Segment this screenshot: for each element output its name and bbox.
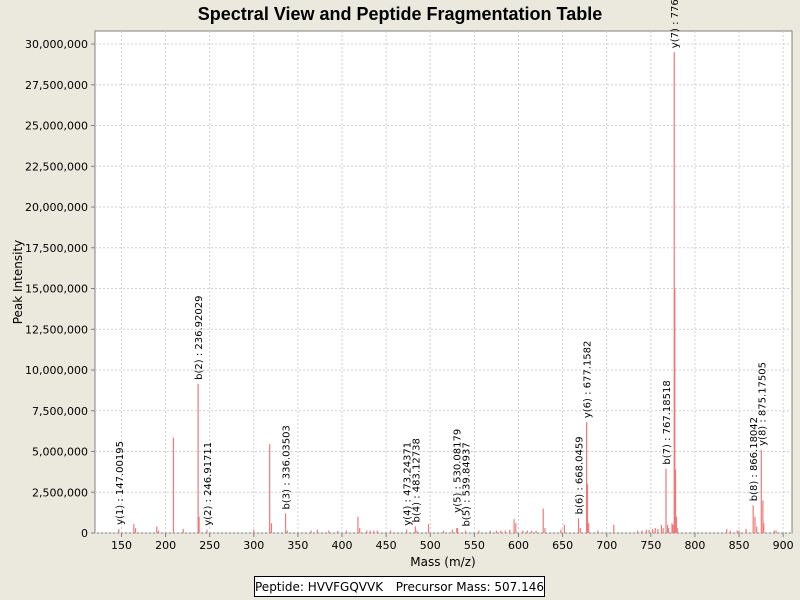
x-tick-label: 500: [420, 539, 441, 552]
precursor-mass-label: Precursor Mass: 507.146: [395, 579, 544, 594]
x-axis-label: Mass (m/z): [410, 555, 475, 569]
y-axis-label: Peak Intensity: [11, 240, 25, 325]
y-tick-label: 12,500,000: [25, 323, 88, 336]
peak-annotations: y(1) : 147.00195 b(2) : 236.92029 y(2) : 2…: [115, 0, 768, 527]
x-tick-label: 400: [332, 539, 353, 552]
x-tick-label: 650: [552, 539, 573, 552]
x-tick-label: 700: [596, 539, 617, 552]
peak-bars: [118, 52, 777, 533]
y-tick-label: 7,500,000: [32, 405, 88, 418]
y-tick-label: 25,000,000: [25, 120, 88, 133]
peak-annotation-label: y(4) : 473.24371: [403, 442, 414, 526]
peptide-info-box: Peptide: HVVFGQVVK Precursor Mass: 507.14…: [254, 576, 545, 597]
peak-annotation-label: b(2) : 236.92029: [194, 296, 205, 380]
peak-annotation-label: b(7) : 767.18518: [662, 380, 673, 464]
peak-annotation-label: b(6) : 668.0459: [574, 436, 585, 514]
peak-annotation-label: y(5) : 530.08179: [453, 429, 464, 513]
y-tick-label: 0: [81, 527, 88, 540]
peak-annotation-label: b(3) : 336.03503: [282, 425, 293, 509]
x-tick-label: 800: [684, 539, 705, 552]
y-tick-label: 15,000,000: [25, 283, 88, 296]
x-tick-label: 550: [464, 539, 485, 552]
x-tick-label: 250: [199, 539, 220, 552]
x-axis: 150 200 250 300 350 400 450 500 550 600 650 700 750 8…: [111, 533, 794, 552]
x-tick-label: 200: [155, 539, 176, 552]
x-tick-label: 750: [640, 539, 661, 552]
plot-area: [94, 30, 793, 534]
y-tick-label: 30,000,000: [25, 38, 88, 51]
peptide-label: Peptide: HVVFGQVVK: [255, 579, 384, 594]
peak-annotation-label: y(1) : 147.00195: [115, 441, 126, 525]
y-axis: 0 2,500,000 5,000,000 7,500,000 10,000,000 12…: [25, 38, 95, 540]
peak-annotation-label: y(7) : 776.6001: [670, 0, 681, 48]
y-tick-label: 2,500,000: [32, 486, 88, 499]
peak-annotation-label: y(6) : 677.1582: [583, 341, 594, 419]
x-tick-label: 900: [773, 539, 794, 552]
chart-title: Spectral View and Peptide Fragmentation …: [198, 4, 602, 24]
y-tick-label: 5,000,000: [32, 446, 88, 459]
peak-annotation-label: y(2) : 246.91711: [203, 442, 214, 526]
y-tick-label: 22,500,000: [25, 160, 88, 173]
x-tick-label: 350: [287, 539, 308, 552]
y-tick-label: 27,500,000: [25, 79, 88, 92]
x-tick-label: 850: [729, 539, 750, 552]
x-tick-label: 300: [243, 539, 264, 552]
peak-annotation-label: b(5) : 539.84937: [461, 442, 472, 526]
x-tick-label: 450: [376, 539, 397, 552]
y-tick-label: 10,000,000: [25, 364, 88, 377]
peak-annotation-label: b(8) : 866.18042: [749, 417, 760, 501]
grid-lines: [95, 31, 792, 534]
x-tick-label: 600: [508, 539, 529, 552]
y-tick-label: 20,000,000: [25, 201, 88, 214]
x-tick-label: 150: [111, 539, 132, 552]
peak-annotation-label: y(8) : 875.17505: [757, 362, 768, 446]
peak-annotation-label: b(4) : 483.12738: [411, 438, 422, 522]
y-tick-label: 17,500,000: [25, 242, 88, 255]
